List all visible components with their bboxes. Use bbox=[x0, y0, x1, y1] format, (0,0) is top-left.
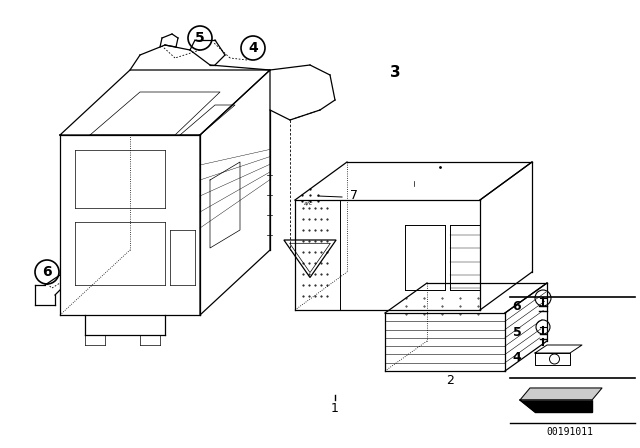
Text: 6: 6 bbox=[42, 265, 52, 279]
Text: 5: 5 bbox=[513, 326, 522, 339]
Polygon shape bbox=[520, 388, 602, 400]
Text: a/c: a/c bbox=[303, 201, 313, 206]
Text: 4: 4 bbox=[248, 41, 258, 55]
Text: 3: 3 bbox=[390, 65, 400, 79]
Text: 00191011: 00191011 bbox=[547, 427, 593, 437]
Text: 4: 4 bbox=[513, 350, 522, 363]
Text: 5: 5 bbox=[195, 31, 205, 45]
Text: 6: 6 bbox=[513, 300, 522, 313]
Text: 7: 7 bbox=[350, 189, 358, 202]
Polygon shape bbox=[520, 400, 592, 412]
Text: 2: 2 bbox=[446, 374, 454, 387]
Text: 1: 1 bbox=[331, 401, 339, 414]
